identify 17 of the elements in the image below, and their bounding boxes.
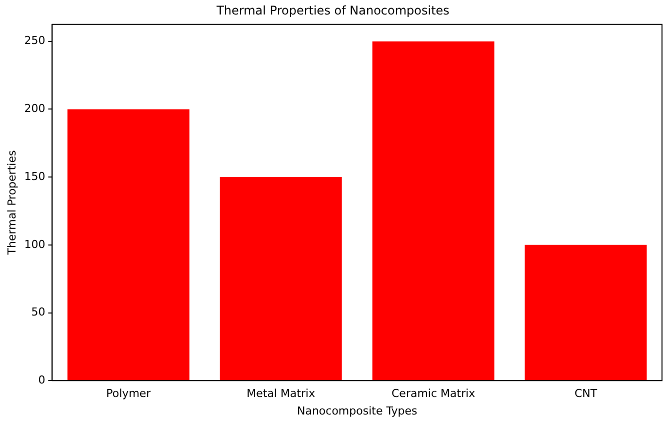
bar <box>220 177 342 380</box>
y-axis-title: Thermal Properties <box>5 150 18 256</box>
x-tick-label: CNT <box>574 387 598 400</box>
y-tick-label: 250 <box>24 34 46 48</box>
chart-title: Thermal Properties of Nanocomposites <box>216 3 450 18</box>
y-tick-label: 50 <box>31 306 46 319</box>
x-tick-label: Ceramic Matrix <box>391 387 476 400</box>
x-tick-label: Polymer <box>106 387 152 400</box>
y-tick-label: 200 <box>24 102 46 116</box>
x-tick-label: Metal Matrix <box>246 387 316 400</box>
x-axis-title: Nanocomposite Types <box>296 404 418 418</box>
bar <box>67 109 190 380</box>
y-tick-label: 0 <box>38 373 46 386</box>
bar <box>524 244 647 380</box>
y-tick-label: 100 <box>24 238 46 251</box>
y-tick-label: 150 <box>24 170 46 183</box>
bar <box>372 41 494 380</box>
